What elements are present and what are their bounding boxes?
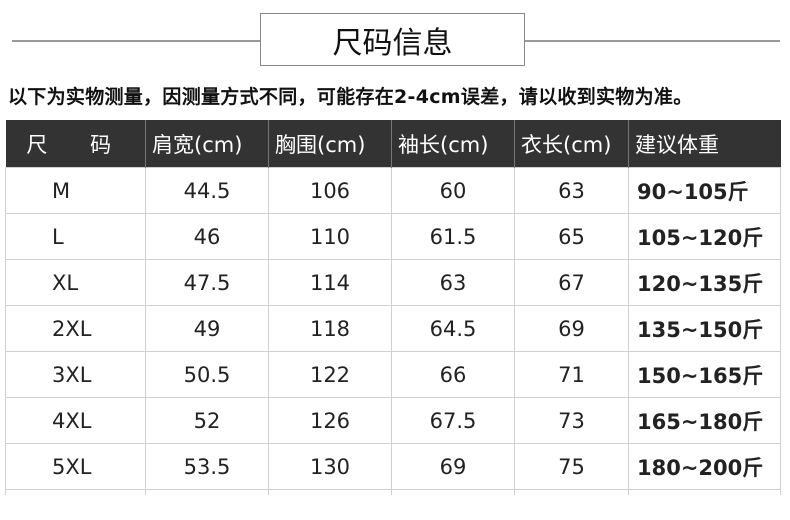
measurement-note: 以下为实物测量，因测量方式不同，可能存在2-4cm误差，请以收到实物为准。 [8,86,693,108]
grid-line-stub [391,487,392,495]
table-cell: 126 [268,397,392,444]
grid-line-stub [780,487,781,495]
table-cell: 63 [514,167,629,214]
table-cell: 110 [268,213,392,260]
table-cell: 73 [514,397,629,444]
grid-line-stub [145,487,146,495]
table-cell: 114 [268,259,392,306]
table-cell: 64.5 [391,305,515,352]
table-cell: 49 [145,305,269,352]
table-cell: 61.5 [391,213,515,260]
table-row: L 46 110 61.5 65 105~120斤 [5,213,781,260]
table-cell: 120~135斤 [628,259,781,306]
column-header: 胸围(cm) [268,120,392,168]
table-cell: 75 [514,443,629,490]
column-header: 衣长(cm) [514,120,629,168]
table-cell: XL [5,259,146,306]
table-cell: 5XL [5,443,146,490]
column-header: 袖长(cm) [391,120,515,168]
table-cell: 46 [145,213,269,260]
grid-line-stub [5,487,6,495]
table-cell: 67.5 [391,397,515,444]
table-row: 2XL 49 118 64.5 69 135~150斤 [5,305,781,352]
table-cell: L [5,213,146,260]
table-cell: 105~120斤 [628,213,781,260]
table-cell: M [5,167,146,214]
table-row: 3XL 50.5 122 66 71 150~165斤 [5,351,781,398]
table-cell: 2XL [5,305,146,352]
table-row: 4XL 52 126 67.5 73 165~180斤 [5,397,781,444]
table-row: M 44.5 106 60 63 90~105斤 [5,167,781,214]
title-text: 尺码信息 [332,25,453,61]
table-cell: 69 [514,305,629,352]
table-cell: 90~105斤 [628,167,781,214]
grid-line-stub [514,487,515,495]
table-cell: 47.5 [145,259,269,306]
grid-line-stub [268,487,269,495]
column-header: 建议体重 [628,120,781,168]
title-divider-right [525,40,780,42]
table-cell: 60 [391,167,515,214]
table-cell: 165~180斤 [628,397,781,444]
table-cell: 130 [268,443,392,490]
table-cell: 67 [514,259,629,306]
table-cell: 150~165斤 [628,351,781,398]
table-cell: 135~150斤 [628,305,781,352]
table-cell: 53.5 [145,443,269,490]
column-header: 尺 码 [5,120,146,168]
table-cell: 106 [268,167,392,214]
table-cell: 63 [391,259,515,306]
table-cell: 118 [268,305,392,352]
table-cell: 4XL [5,397,146,444]
table-cell: 52 [145,397,269,444]
table-cell: 66 [391,351,515,398]
column-header: 肩宽(cm) [145,120,269,168]
table-cell: 69 [391,443,515,490]
table-cell: 71 [514,351,629,398]
grid-line-stub [628,487,629,495]
table-cell: 122 [268,351,392,398]
table-header-row: 尺 码肩宽(cm) 胸围(cm) 袖长(cm) 衣长(cm) 建议体重 [5,120,781,168]
table-cell: 44.5 [145,167,269,214]
title-divider-left [12,40,260,42]
page-title: 尺码信息 [260,13,525,66]
table-cell: 3XL [5,351,146,398]
size-table: 尺 码肩宽(cm) 胸围(cm) 袖长(cm) 衣长(cm) 建议体重 M 44.5 106… [5,120,781,490]
table-cell: 180~200斤 [628,443,781,490]
table-row: 5XL 53.5 130 69 75 180~200斤 [5,443,781,490]
table-cell: 65 [514,213,629,260]
table-row: XL 47.5 114 63 67 120~135斤 [5,259,781,306]
table-cell: 50.5 [145,351,269,398]
